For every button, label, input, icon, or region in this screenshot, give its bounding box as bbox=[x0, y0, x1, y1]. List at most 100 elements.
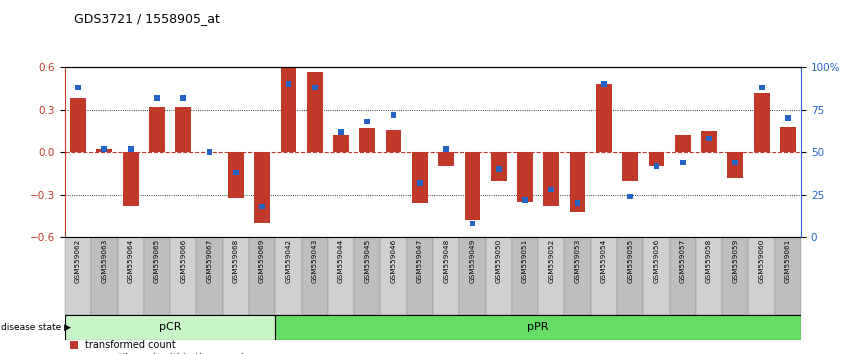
Bar bbox=[627, 194, 633, 199]
Bar bbox=[281, 67, 296, 152]
Bar bbox=[354, 237, 380, 315]
Bar bbox=[696, 237, 722, 315]
Text: GSM559051: GSM559051 bbox=[522, 239, 528, 283]
Bar bbox=[759, 85, 765, 91]
Text: GSM559060: GSM559060 bbox=[759, 239, 765, 283]
Bar bbox=[391, 112, 397, 118]
Bar bbox=[575, 200, 580, 206]
Bar bbox=[286, 81, 291, 87]
Text: disease state ▶: disease state ▶ bbox=[1, 323, 71, 332]
Bar bbox=[706, 136, 712, 142]
Bar bbox=[207, 149, 212, 155]
Bar bbox=[675, 135, 691, 152]
Bar bbox=[680, 160, 686, 165]
Bar bbox=[780, 127, 796, 152]
Text: GSM559068: GSM559068 bbox=[233, 239, 239, 283]
Bar bbox=[228, 152, 243, 198]
Bar bbox=[407, 237, 433, 315]
Bar bbox=[249, 237, 275, 315]
Text: GSM559063: GSM559063 bbox=[101, 239, 107, 283]
Bar bbox=[328, 237, 354, 315]
Bar bbox=[223, 237, 249, 315]
Text: GSM559046: GSM559046 bbox=[391, 239, 397, 283]
Bar bbox=[149, 107, 165, 152]
Bar bbox=[75, 85, 81, 91]
Text: GSM559059: GSM559059 bbox=[733, 239, 739, 283]
Text: pPR: pPR bbox=[527, 322, 549, 332]
Bar bbox=[412, 152, 428, 203]
Bar bbox=[486, 237, 512, 315]
Bar bbox=[175, 107, 191, 152]
Bar bbox=[570, 152, 585, 212]
Text: GSM559053: GSM559053 bbox=[575, 239, 580, 283]
Bar bbox=[733, 160, 738, 165]
Text: GSM559066: GSM559066 bbox=[180, 239, 186, 283]
Bar bbox=[380, 237, 407, 315]
Bar bbox=[255, 152, 270, 223]
Text: GSM559042: GSM559042 bbox=[286, 239, 291, 283]
Bar bbox=[643, 237, 669, 315]
Bar bbox=[617, 237, 643, 315]
Text: GSM559050: GSM559050 bbox=[495, 239, 501, 283]
Bar bbox=[649, 152, 664, 166]
Bar bbox=[669, 237, 696, 315]
Bar bbox=[538, 237, 565, 315]
Text: GSM559064: GSM559064 bbox=[127, 239, 133, 283]
Bar bbox=[654, 163, 659, 169]
Text: GSM559047: GSM559047 bbox=[417, 239, 423, 283]
Bar bbox=[233, 170, 239, 176]
Text: GSM559048: GSM559048 bbox=[443, 239, 449, 283]
Text: GSM559069: GSM559069 bbox=[259, 239, 265, 283]
Bar bbox=[275, 237, 301, 315]
Legend: transformed count, percentile rank within the sample: transformed count, percentile rank withi… bbox=[70, 341, 250, 354]
Bar bbox=[365, 119, 370, 125]
Bar bbox=[464, 152, 481, 220]
Bar bbox=[544, 152, 559, 206]
Bar bbox=[591, 237, 617, 315]
Text: GSM559058: GSM559058 bbox=[706, 239, 712, 283]
Bar bbox=[359, 128, 375, 152]
Bar bbox=[417, 180, 423, 185]
Bar bbox=[123, 152, 139, 206]
Bar bbox=[144, 237, 170, 315]
Text: GSM559057: GSM559057 bbox=[680, 239, 686, 283]
Bar bbox=[65, 315, 275, 340]
Text: GSM559044: GSM559044 bbox=[338, 239, 344, 283]
Bar bbox=[312, 85, 318, 91]
Bar bbox=[338, 129, 344, 135]
Text: GSM559056: GSM559056 bbox=[654, 239, 659, 283]
Bar bbox=[385, 130, 402, 152]
Bar bbox=[785, 115, 791, 121]
Bar bbox=[91, 237, 118, 315]
Text: GSM559052: GSM559052 bbox=[548, 239, 554, 283]
Text: GSM559055: GSM559055 bbox=[627, 239, 633, 283]
Bar bbox=[491, 152, 507, 181]
Bar bbox=[512, 237, 538, 315]
Text: GSM559062: GSM559062 bbox=[75, 239, 81, 283]
Text: GDS3721 / 1558905_at: GDS3721 / 1558905_at bbox=[74, 12, 219, 25]
Bar bbox=[301, 237, 328, 315]
Bar bbox=[601, 81, 607, 87]
Text: GSM559049: GSM559049 bbox=[469, 239, 475, 283]
Bar bbox=[438, 152, 454, 166]
Text: GSM559061: GSM559061 bbox=[785, 239, 791, 283]
Bar bbox=[197, 237, 223, 315]
Bar bbox=[722, 237, 748, 315]
Text: pCR: pCR bbox=[158, 322, 181, 332]
Bar bbox=[496, 166, 501, 172]
Text: GSM559045: GSM559045 bbox=[365, 239, 371, 283]
Text: GSM559043: GSM559043 bbox=[312, 239, 318, 283]
Bar bbox=[275, 315, 801, 340]
Text: GSM559067: GSM559067 bbox=[207, 239, 212, 283]
Bar bbox=[775, 237, 801, 315]
Bar bbox=[128, 146, 133, 152]
Bar bbox=[748, 237, 775, 315]
Bar bbox=[259, 204, 265, 210]
Bar bbox=[623, 152, 638, 181]
Bar bbox=[154, 95, 160, 101]
Bar bbox=[443, 146, 449, 152]
Bar bbox=[565, 237, 591, 315]
Text: GSM559065: GSM559065 bbox=[154, 239, 160, 283]
Bar bbox=[701, 131, 717, 152]
Bar bbox=[459, 237, 486, 315]
